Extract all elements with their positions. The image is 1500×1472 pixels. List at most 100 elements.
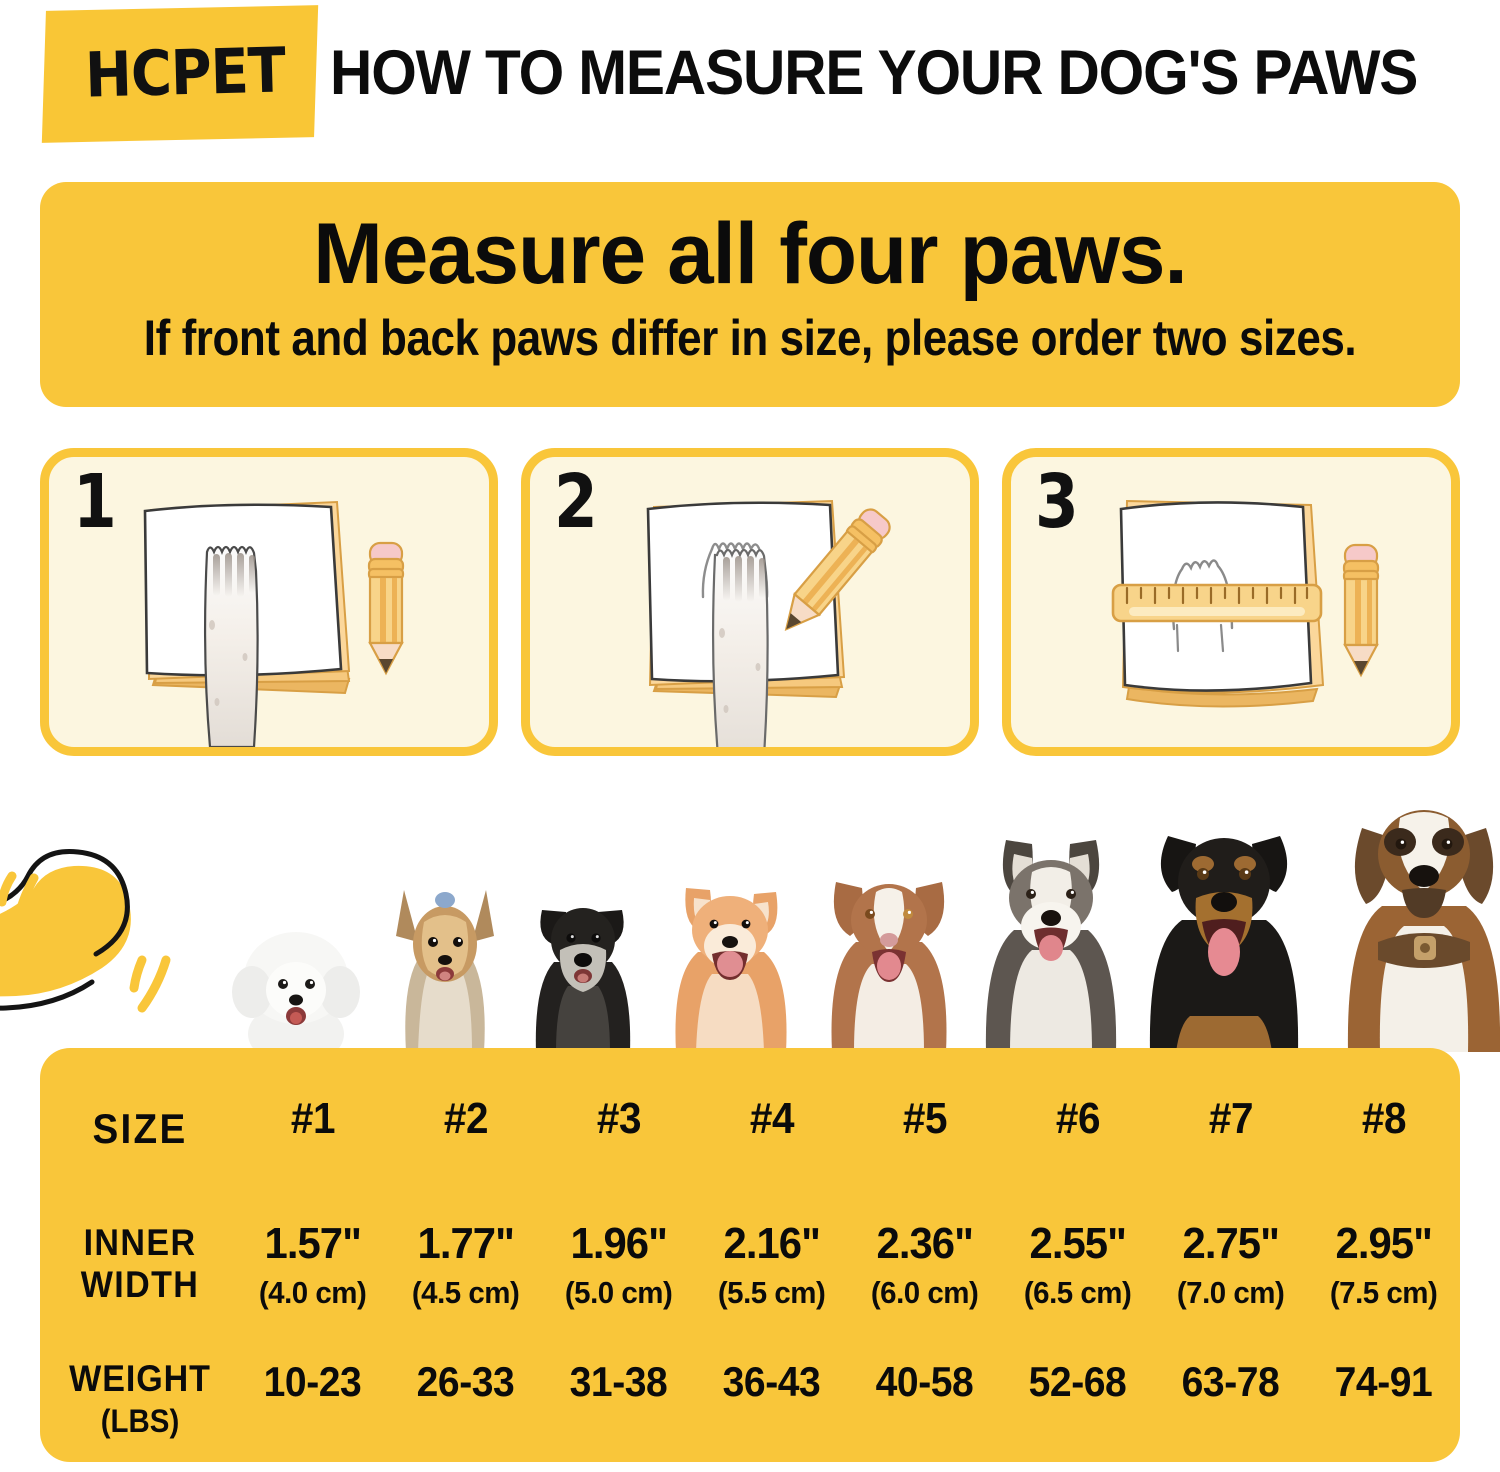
table-row: WEIGHT (LBS) 10-23 26-33 31-38 36-43 40-… — [40, 1358, 1460, 1458]
row-label-line: INNER — [83, 1222, 197, 1263]
page-title: HOW TO MEASURE YOUR DOG'S PAWS — [330, 37, 1418, 108]
inner-width-inches: 2.55" — [1029, 1219, 1126, 1268]
inner-width-cm: (6.0 cm) — [870, 1275, 979, 1310]
table-cell: 2.95" (7.5 cm) — [1307, 1218, 1460, 1338]
table-cell: 36-43 — [695, 1358, 848, 1458]
inner-width-inches: 2.16" — [723, 1219, 820, 1268]
table-cell: 40-58 — [848, 1358, 1001, 1458]
table-cell: #1 — [236, 1094, 389, 1166]
step-2-illustration — [646, 499, 891, 747]
weight-value: 74-91 — [1334, 1358, 1433, 1405]
size-value: #4 — [749, 1094, 794, 1143]
inner-width-cm: (7.0 cm) — [1176, 1275, 1285, 1310]
weight-value: 10-23 — [263, 1358, 362, 1405]
inner-width-inches: 2.95" — [1335, 1219, 1432, 1268]
ruler-icon — [1111, 583, 1323, 623]
instruction-banner: Measure all four paws. If front and back… — [40, 182, 1460, 407]
dog-bichon-frise — [232, 932, 360, 1052]
step-3-illustration — [1111, 499, 1380, 708]
size-value: #8 — [1361, 1094, 1406, 1143]
dog-rottweiler — [1149, 836, 1299, 1052]
table-cell: 74-91 — [1307, 1358, 1460, 1458]
inner-width-inches: 1.77" — [417, 1219, 514, 1268]
inner-width-cm: (5.0 cm) — [564, 1275, 673, 1310]
inner-width-inches: 1.96" — [570, 1219, 667, 1268]
row-label-line: WEIGHT — [69, 1358, 211, 1399]
step-number-2: 2 — [554, 459, 598, 545]
table-cell: #2 — [389, 1094, 542, 1166]
brand-logo-text: HCPET — [84, 32, 286, 112]
size-value: #3 — [596, 1094, 641, 1143]
dog-saint-bernard — [1347, 810, 1500, 1052]
weight-value: 31-38 — [569, 1358, 668, 1405]
inner-width-inches: 2.36" — [876, 1219, 973, 1268]
measure-steps: 1 — [40, 448, 1460, 756]
step-number-1: 1 — [73, 459, 117, 545]
weight-cells: 10-23 26-33 31-38 36-43 40-58 52-68 63-7… — [236, 1358, 1460, 1458]
table-cell: #6 — [1001, 1094, 1154, 1166]
weight-value: 36-43 — [722, 1358, 821, 1405]
table-cell: 1.96" (5.0 cm) — [542, 1218, 695, 1338]
pencil-icon — [1342, 543, 1380, 678]
table-cell: #4 — [695, 1094, 848, 1166]
table-row: INNER WIDTH 1.57" (4.0 cm) 1.77" (4.5 cm… — [40, 1218, 1460, 1338]
inner-width-cm: (4.0 cm) — [258, 1275, 367, 1310]
dog-breed-strip — [0, 760, 1500, 1060]
dog-schnauzer — [535, 908, 631, 1052]
bone-icon — [0, 849, 171, 1013]
table-cell: 1.77" (4.5 cm) — [389, 1218, 542, 1338]
banner-headline: Measure all four paws. — [313, 206, 1187, 302]
inner-width-cells: 1.57" (4.0 cm) 1.77" (4.5 cm) 1.96" (5.0… — [236, 1218, 1460, 1338]
table-cell: #8 — [1307, 1094, 1460, 1166]
table-cell: 2.16" (5.5 cm) — [695, 1218, 848, 1338]
row-label-inner-width: INNER WIDTH — [48, 1222, 232, 1306]
table-cell: 52-68 — [1001, 1358, 1154, 1458]
inner-width-inches: 1.57" — [264, 1219, 361, 1268]
inner-width-cm: (4.5 cm) — [411, 1275, 520, 1310]
weight-value: 40-58 — [875, 1358, 974, 1405]
size-value: #6 — [1055, 1094, 1100, 1143]
inner-width-cm: (5.5 cm) — [717, 1275, 826, 1310]
size-chart-table: SIZE #1 #2 #3 #4 #5 #6 #7 #8 INNER WIDTH… — [40, 1048, 1460, 1462]
size-value: #5 — [902, 1094, 947, 1143]
weight-value: 63-78 — [1181, 1358, 1280, 1405]
row-label-line: (LBS) — [100, 1403, 180, 1439]
inner-width-cm: (6.5 cm) — [1023, 1275, 1132, 1310]
table-row: SIZE #1 #2 #3 #4 #5 #6 #7 #8 — [40, 1094, 1460, 1166]
table-cell: 10-23 — [236, 1358, 389, 1458]
table-cell: #7 — [1154, 1094, 1307, 1166]
table-cell: 63-78 — [1154, 1358, 1307, 1458]
inner-width-cm: (7.5 cm) — [1329, 1275, 1438, 1310]
inner-width-inches: 2.75" — [1182, 1219, 1279, 1268]
table-cell: #5 — [848, 1094, 1001, 1166]
step-number-3: 3 — [1035, 459, 1079, 545]
dog-yorkshire-terrier — [396, 890, 494, 1052]
step-card-2: 2 — [521, 448, 979, 756]
table-cell: 2.36" (6.0 cm) — [848, 1218, 1001, 1338]
size-value: #7 — [1208, 1094, 1253, 1143]
size-cells: #1 #2 #3 #4 #5 #6 #7 #8 — [236, 1094, 1460, 1166]
table-cell: 31-38 — [542, 1358, 695, 1458]
row-label-line: WIDTH — [80, 1264, 200, 1305]
table-cell: 1.57" (4.0 cm) — [236, 1218, 389, 1338]
size-value: #1 — [290, 1094, 335, 1143]
pencil-icon — [784, 508, 891, 631]
weight-value: 26-33 — [416, 1358, 515, 1405]
dog-australian-shepherd — [831, 882, 947, 1052]
banner-subtext: If front and back paws differ in size, p… — [143, 310, 1357, 366]
step-card-1: 1 — [40, 448, 498, 756]
row-label-size: SIZE — [92, 1105, 188, 1152]
pencil-icon — [367, 541, 405, 676]
table-cell: 26-33 — [389, 1358, 542, 1458]
table-cell: 2.75" (7.0 cm) — [1154, 1218, 1307, 1338]
row-label-weight: WEIGHT (LBS) — [48, 1358, 232, 1442]
table-cell: #3 — [542, 1094, 695, 1166]
weight-value: 52-68 — [1028, 1358, 1127, 1405]
dog-photo-row — [228, 760, 1500, 1052]
page-header: HCPET HOW TO MEASURE YOUR DOG'S PAWS — [0, 0, 1500, 165]
dog-alaskan-malamute — [985, 840, 1117, 1052]
table-cell: 2.55" (6.5 cm) — [1001, 1218, 1154, 1338]
step-card-3: 3 — [1002, 448, 1460, 756]
size-value: #2 — [443, 1094, 488, 1143]
step-1-illustration — [143, 500, 405, 747]
